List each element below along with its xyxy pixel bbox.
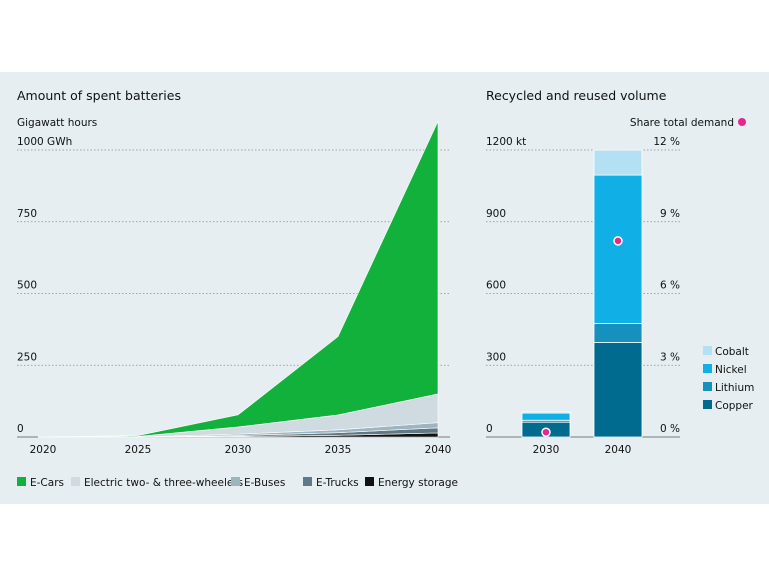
legend-label-nickel: Nickel (715, 364, 747, 376)
left-y-axis-label: Gigawatt hours (17, 117, 97, 129)
legend-label-energy-storage: Energy storage (378, 477, 458, 489)
y-tick-label: 600 (486, 280, 506, 292)
y-tick-label: 300 (486, 351, 506, 363)
legend-swatch-copper (703, 400, 712, 409)
secondary-y-tick-label: 12 % (653, 136, 680, 148)
x-tick-label: 2040 (425, 444, 452, 456)
legend-label-cobalt: Cobalt (715, 346, 749, 358)
bar-nickel-2030 (521, 412, 571, 421)
x-tick-label: 2030 (533, 444, 560, 456)
secondary-y-tick-label: 3 % (660, 351, 680, 363)
y-tick-label: 0 (17, 423, 24, 435)
legend-label-e-cars: E-Cars (30, 477, 64, 489)
y-tick-label: 1200 kt (486, 136, 526, 148)
right-chart-title: Recycled and reused volume (486, 88, 667, 103)
bar-lithium-2040 (593, 322, 643, 343)
legend-swatch-e-cars (17, 477, 26, 486)
legend-swatch-energy-storage (365, 477, 374, 486)
y-tick-label: 1000 GWh (17, 136, 72, 148)
share-total-demand-label: Share total demand (630, 117, 734, 129)
secondary-y-tick-label: 0 % (660, 423, 680, 435)
x-tick-label: 2030 (225, 444, 252, 456)
y-tick-label: 900 (486, 208, 506, 220)
legend-swatch-e-buses (231, 477, 240, 486)
secondary-y-tick-label: 9 % (660, 208, 680, 220)
x-tick-label: 2020 (30, 444, 57, 456)
legend-label-electric-two-three-wheelers: Electric two- & three-wheelers (84, 477, 243, 489)
legend-swatch-lithium (703, 382, 712, 391)
bar-cobalt-2040 (593, 149, 643, 176)
legend-label-e-buses: E-Buses (244, 477, 285, 489)
share-marker-2030 (541, 427, 551, 437)
legend-label-copper: Copper (715, 400, 754, 412)
x-tick-label: 2040 (605, 444, 632, 456)
legend-swatch-electric-two-three-wheelers (71, 477, 80, 486)
secondary-y-tick-label: 6 % (660, 280, 680, 292)
left-chart-title: Amount of spent batteries (17, 88, 181, 103)
legend-swatch-cobalt (703, 346, 712, 355)
x-tick-label: 2035 (325, 444, 352, 456)
legend-swatch-nickel (703, 364, 712, 373)
legend-label-e-trucks: E-Trucks (316, 477, 359, 489)
bar-copper-2040 (593, 342, 643, 438)
legend-swatch-e-trucks (303, 477, 312, 486)
bar-nickel-2040 (593, 174, 643, 324)
y-tick-label: 500 (17, 280, 37, 292)
share-marker-2040 (613, 236, 623, 246)
y-tick-label: 750 (17, 208, 37, 220)
y-tick-label: 0 (486, 423, 493, 435)
x-tick-label: 2025 (125, 444, 152, 456)
y-tick-label: 250 (17, 351, 37, 363)
area-e-cars (37, 121, 439, 438)
share-total-demand-marker (738, 118, 746, 126)
bar-cobalt-2030 (521, 411, 571, 414)
legend-label-lithium: Lithium (715, 382, 754, 394)
